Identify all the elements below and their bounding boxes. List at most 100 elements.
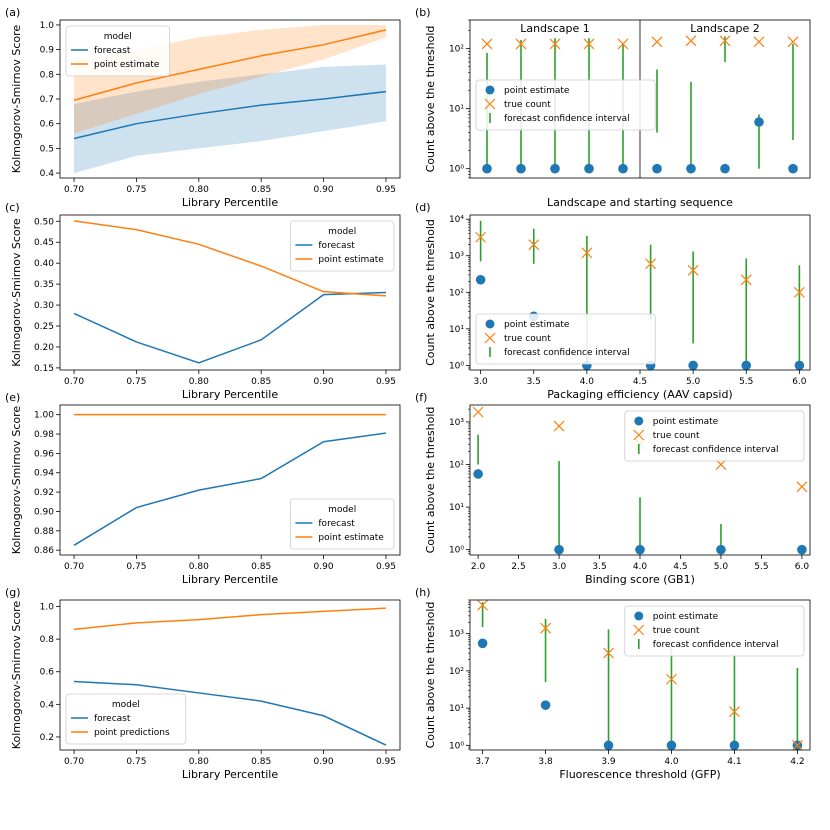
true-count-marker	[651, 36, 663, 48]
panel-label: (c)	[5, 201, 20, 214]
legend-swatch	[634, 611, 644, 621]
y-tick-label: 0.8	[40, 635, 55, 645]
panel-label: (a)	[5, 6, 20, 19]
legend-title: model	[328, 227, 356, 237]
y-tick-label: 0.25	[34, 322, 54, 332]
x-tick-label: 3.7	[475, 757, 489, 767]
y-tick-label: 0.5	[40, 144, 54, 154]
y-axis-label: Count above the threshold	[424, 407, 437, 554]
legend-label: true count	[504, 100, 551, 110]
x-axis-label: Landscape and starting sequence	[547, 196, 733, 209]
panel-label: (h)	[415, 586, 431, 599]
y-tick-label: 0.35	[34, 280, 54, 290]
axes-frame	[469, 404, 811, 556]
x-tick-label: 0.75	[126, 185, 146, 195]
x-tick-label: 0.70	[64, 377, 84, 387]
x-tick-label: 0.70	[64, 757, 84, 767]
axes-frame	[59, 19, 401, 179]
legend-swatch	[484, 332, 496, 344]
legend-title: model	[328, 505, 356, 515]
x-tick-label: 4.2	[790, 757, 804, 767]
true-count-marker	[583, 38, 595, 50]
x-tick-label: 4.0	[580, 377, 595, 387]
true-count-marker	[753, 36, 765, 48]
x-axis-label: Library Percentile	[182, 573, 278, 586]
series-line	[73, 220, 387, 297]
y-axis-label: Count above the threshold	[424, 219, 437, 366]
point-estimate-marker	[603, 740, 614, 750]
x-tick-label: 0.85	[251, 185, 271, 195]
point-estimate-marker	[540, 700, 551, 710]
x-axis-label: Library Percentile	[182, 196, 278, 209]
section-label: Landscape 2	[690, 22, 760, 35]
true-count-marker	[687, 264, 699, 276]
legend-box	[475, 79, 656, 131]
x-axis-label: Library Percentile	[182, 388, 278, 401]
axes-frame	[59, 599, 401, 751]
axes-frame	[59, 404, 401, 556]
point-estimate-marker	[788, 163, 798, 174]
x-tick-label: 2.5	[511, 562, 525, 572]
y-axis-label: Kolmogorov-Smirnov Score	[10, 25, 23, 174]
legend-swatch	[484, 98, 496, 110]
y-tick-label: 0.88	[34, 527, 54, 537]
y-tick-label: 1.0	[40, 603, 55, 613]
y-axis-label: Kolmogorov-Smirnov Score	[10, 406, 23, 555]
legend-label: point estimate	[504, 320, 570, 330]
x-tick-label: 4.5	[633, 377, 647, 387]
x-tick-label: 0.95	[376, 185, 396, 195]
y-tick-label: 10¹	[449, 105, 464, 115]
series-line	[73, 291, 386, 364]
axes-frame	[469, 19, 811, 179]
series-line	[73, 90, 387, 140]
true-count-marker	[477, 600, 489, 611]
y-tick-label: 10²	[449, 45, 464, 55]
true-count-marker	[666, 673, 677, 685]
y-tick-label: 0.86	[34, 546, 54, 556]
point-estimate-marker	[716, 544, 726, 555]
true-count-marker	[603, 647, 614, 659]
x-tick-label: 0.70	[64, 185, 84, 195]
y-tick-label: 10³	[449, 630, 464, 640]
y-tick-label: 0.90	[34, 507, 54, 517]
legend-label: point estimate	[318, 533, 384, 543]
point-estimate-marker	[720, 163, 730, 174]
y-tick-label: 0.9	[40, 46, 55, 56]
x-tick-label: 0.90	[314, 757, 334, 767]
panel-b: (b) 10⁰ 10¹ 10² Landscape and starting seque…	[415, 6, 811, 209]
panel-label: (d)	[415, 201, 431, 214]
point-estimate-marker	[635, 544, 645, 555]
legend: point estimate true count forecast confide…	[475, 313, 656, 365]
legend-label: point predictions	[94, 728, 170, 738]
plot-area	[73, 413, 387, 546]
panel-c: (c) 0.70 0.75 0.80 0.85 0.90 0.95 0.15 0.20 0.25 0…	[5, 201, 401, 401]
legend-label: true count	[653, 626, 700, 636]
legend-label: point estimate	[318, 255, 384, 265]
legend-label: forecast confidence interval	[653, 445, 779, 455]
legend-box	[65, 25, 170, 77]
legend-label: true count	[653, 431, 700, 441]
legend-label: forecast	[318, 519, 355, 529]
x-axis-label: Binding score (GB1)	[585, 573, 695, 586]
true-count-marker	[787, 36, 799, 48]
point-estimate-marker	[584, 163, 594, 174]
axes-frame	[469, 599, 811, 751]
x-tick-label: 5.0	[714, 562, 729, 572]
legend: point estimate true count forecast confide…	[624, 410, 805, 462]
true-count-marker	[740, 274, 752, 286]
true-count-marker	[796, 481, 808, 493]
plot-area	[472, 406, 808, 555]
x-tick-label: 4.0	[664, 757, 679, 767]
y-tick-label: 10³	[449, 252, 464, 262]
point-estimate-marker	[797, 544, 807, 555]
point-estimate-marker	[516, 163, 526, 174]
legend-label: true count	[504, 334, 551, 344]
legend-label: forecast	[318, 241, 355, 251]
true-count-marker	[793, 286, 805, 298]
y-axis-label: Count above the threshold	[424, 26, 437, 173]
y-tick-label: 10⁰	[449, 741, 464, 751]
true-count-marker	[729, 706, 740, 718]
x-tick-label: 4.1	[727, 757, 741, 767]
x-tick-label: 0.75	[126, 377, 146, 387]
true-count-marker	[472, 406, 484, 418]
